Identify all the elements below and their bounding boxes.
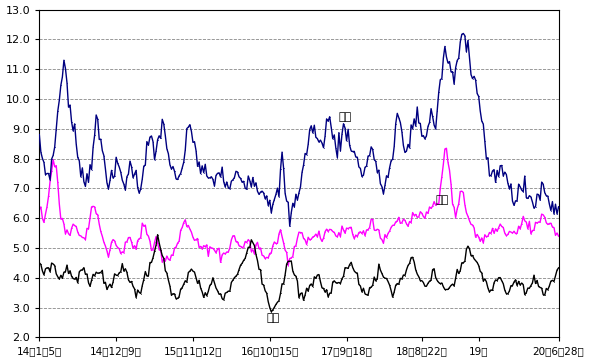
Text: 疏菜: 疏菜 (267, 313, 280, 323)
Text: 鸡蛋: 鸡蛋 (339, 112, 352, 122)
Text: 水果: 水果 (435, 195, 449, 205)
